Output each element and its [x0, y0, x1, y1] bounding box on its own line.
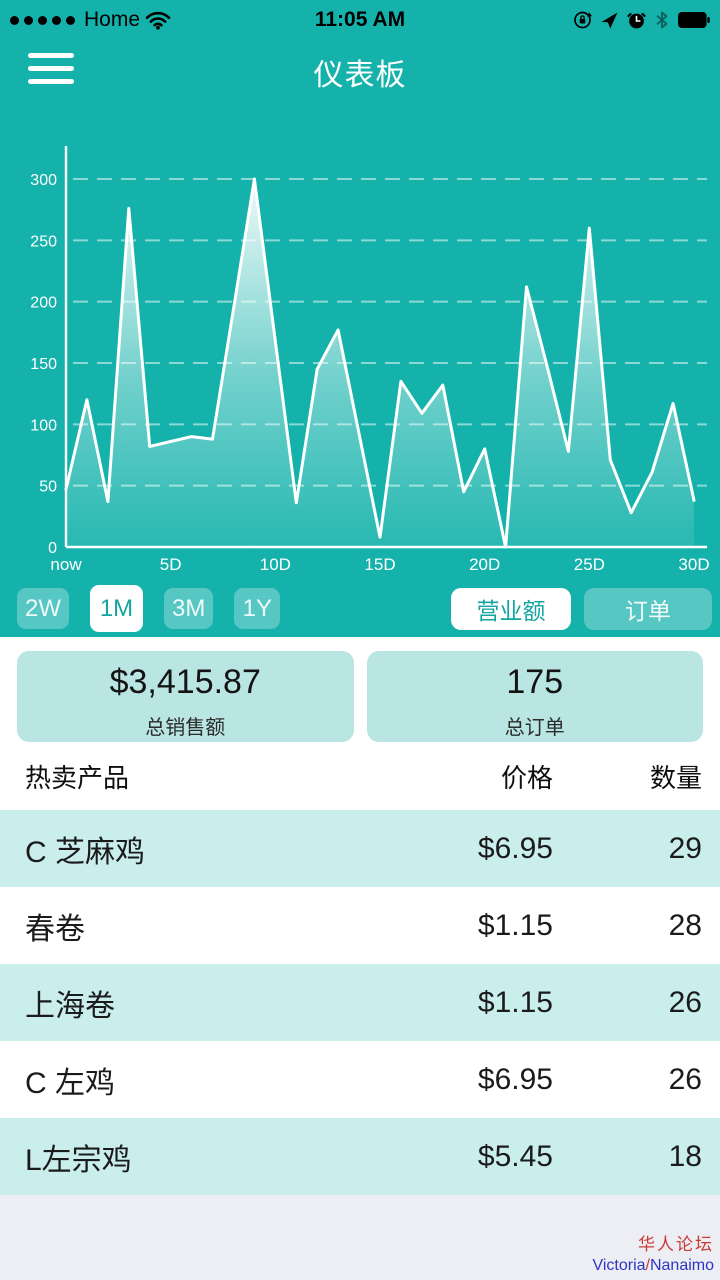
svg-text:25D: 25D	[574, 555, 605, 572]
product-name: C 左鸡	[25, 1066, 115, 1100]
product-name: C 芝麻鸡	[25, 835, 145, 869]
total-sales-value: $3,415.87	[109, 663, 261, 701]
product-price: $1.15	[477, 985, 553, 1019]
table-row: L左宗鸡 $5.45 18	[0, 1118, 720, 1195]
range-button-3m[interactable]: 3M	[164, 588, 214, 629]
svg-text:30D: 30D	[678, 555, 709, 572]
carrier-label: Home	[84, 8, 141, 31]
chart-controls: 2W 1M 3M 1Y 营业额 订单	[0, 585, 720, 632]
table-row: C 左鸡 $6.95 26	[0, 1041, 720, 1118]
product-qty: 26	[668, 985, 702, 1019]
col-header-product: 热卖产品	[25, 762, 130, 793]
signal-strength-icon	[10, 15, 75, 25]
svg-text:5D: 5D	[160, 555, 182, 572]
table-header: 热卖产品 价格 数量	[0, 742, 720, 810]
product-qty: 26	[668, 1062, 702, 1096]
watermark-line1: 华人论坛	[638, 1235, 714, 1254]
svg-text:150: 150	[30, 356, 57, 373]
wifi-icon	[145, 11, 171, 30]
product-qty: 18	[668, 1139, 702, 1173]
page-footer: 华人论坛 Victoria/Nanaimo	[0, 1195, 720, 1280]
product-qty: 28	[668, 908, 702, 942]
product-price: $6.95	[477, 831, 553, 865]
metric-button-orders[interactable]: 订单	[584, 587, 712, 630]
product-qty: 29	[668, 831, 702, 865]
svg-text:200: 200	[30, 295, 57, 312]
page-title: 仪表板	[313, 59, 407, 92]
svg-text:15D: 15D	[364, 555, 395, 572]
status-bar: 11:05 AM Home	[0, 0, 720, 40]
total-orders-card: 175 总订单	[366, 651, 703, 742]
hot-products-table: 热卖产品 价格 数量 C 芝麻鸡 $6.95 29 春卷 $1.15 28 上海…	[0, 742, 720, 1195]
col-header-price: 价格	[500, 762, 553, 793]
product-name: 春卷	[25, 912, 85, 946]
total-orders-value: 175	[506, 663, 564, 701]
svg-text:0: 0	[48, 540, 57, 557]
col-header-qty: 数量	[649, 762, 702, 793]
range-button-1m[interactable]: 1M	[90, 585, 143, 632]
summary-cards: $3,415.87 总销售额 175 总订单	[0, 637, 720, 742]
bluetooth-icon	[656, 11, 668, 29]
svg-text:10D: 10D	[260, 555, 291, 572]
dashboard-top: 11:05 AM Home	[0, 0, 720, 637]
product-price: $5.45	[477, 1139, 553, 1173]
metric-button-revenue[interactable]: 营业额	[451, 587, 571, 630]
total-sales-card: $3,415.87 总销售额	[17, 651, 354, 742]
svg-text:250: 250	[30, 233, 57, 250]
range-button-2w[interactable]: 2W	[17, 588, 69, 629]
location-icon	[601, 12, 618, 28]
table-row: C 芝麻鸡 $6.95 29	[0, 810, 720, 887]
metric-toggle: 营业额 订单	[451, 587, 712, 630]
total-sales-label: 总销售额	[145, 717, 226, 739]
watermark: 华人论坛 Victoria/Nanaimo	[592, 1234, 714, 1276]
total-orders-label: 总订单	[504, 717, 565, 739]
battery-icon	[678, 12, 710, 28]
menu-button[interactable]	[28, 52, 74, 85]
svg-text:100: 100	[30, 417, 57, 434]
sales-area-chart: 0 50 100 150 200 250 300 now 5D 10D 15D 20D 25D 30D	[30, 146, 710, 572]
product-name: 上海卷	[25, 989, 115, 1023]
range-button-1y[interactable]: 1Y	[234, 588, 281, 629]
rotation-lock-icon	[574, 11, 592, 29]
nav-bar: 仪表板	[0, 40, 720, 100]
svg-text:now: now	[50, 555, 82, 572]
product-price: $6.95	[477, 1062, 553, 1096]
table-row: 上海卷 $1.15 26	[0, 964, 720, 1041]
svg-text:20D: 20D	[469, 555, 500, 572]
clock-time: 11:05 AM	[314, 8, 406, 31]
svg-text:300: 300	[30, 172, 57, 189]
alarm-icon	[627, 12, 646, 29]
table-row: 春卷 $1.15 28	[0, 887, 720, 964]
product-name: L左宗鸡	[25, 1143, 132, 1177]
svg-text:50: 50	[39, 479, 57, 496]
watermark-line2: Victoria/Nanaimo	[592, 1257, 714, 1274]
product-price: $1.15	[477, 908, 553, 942]
